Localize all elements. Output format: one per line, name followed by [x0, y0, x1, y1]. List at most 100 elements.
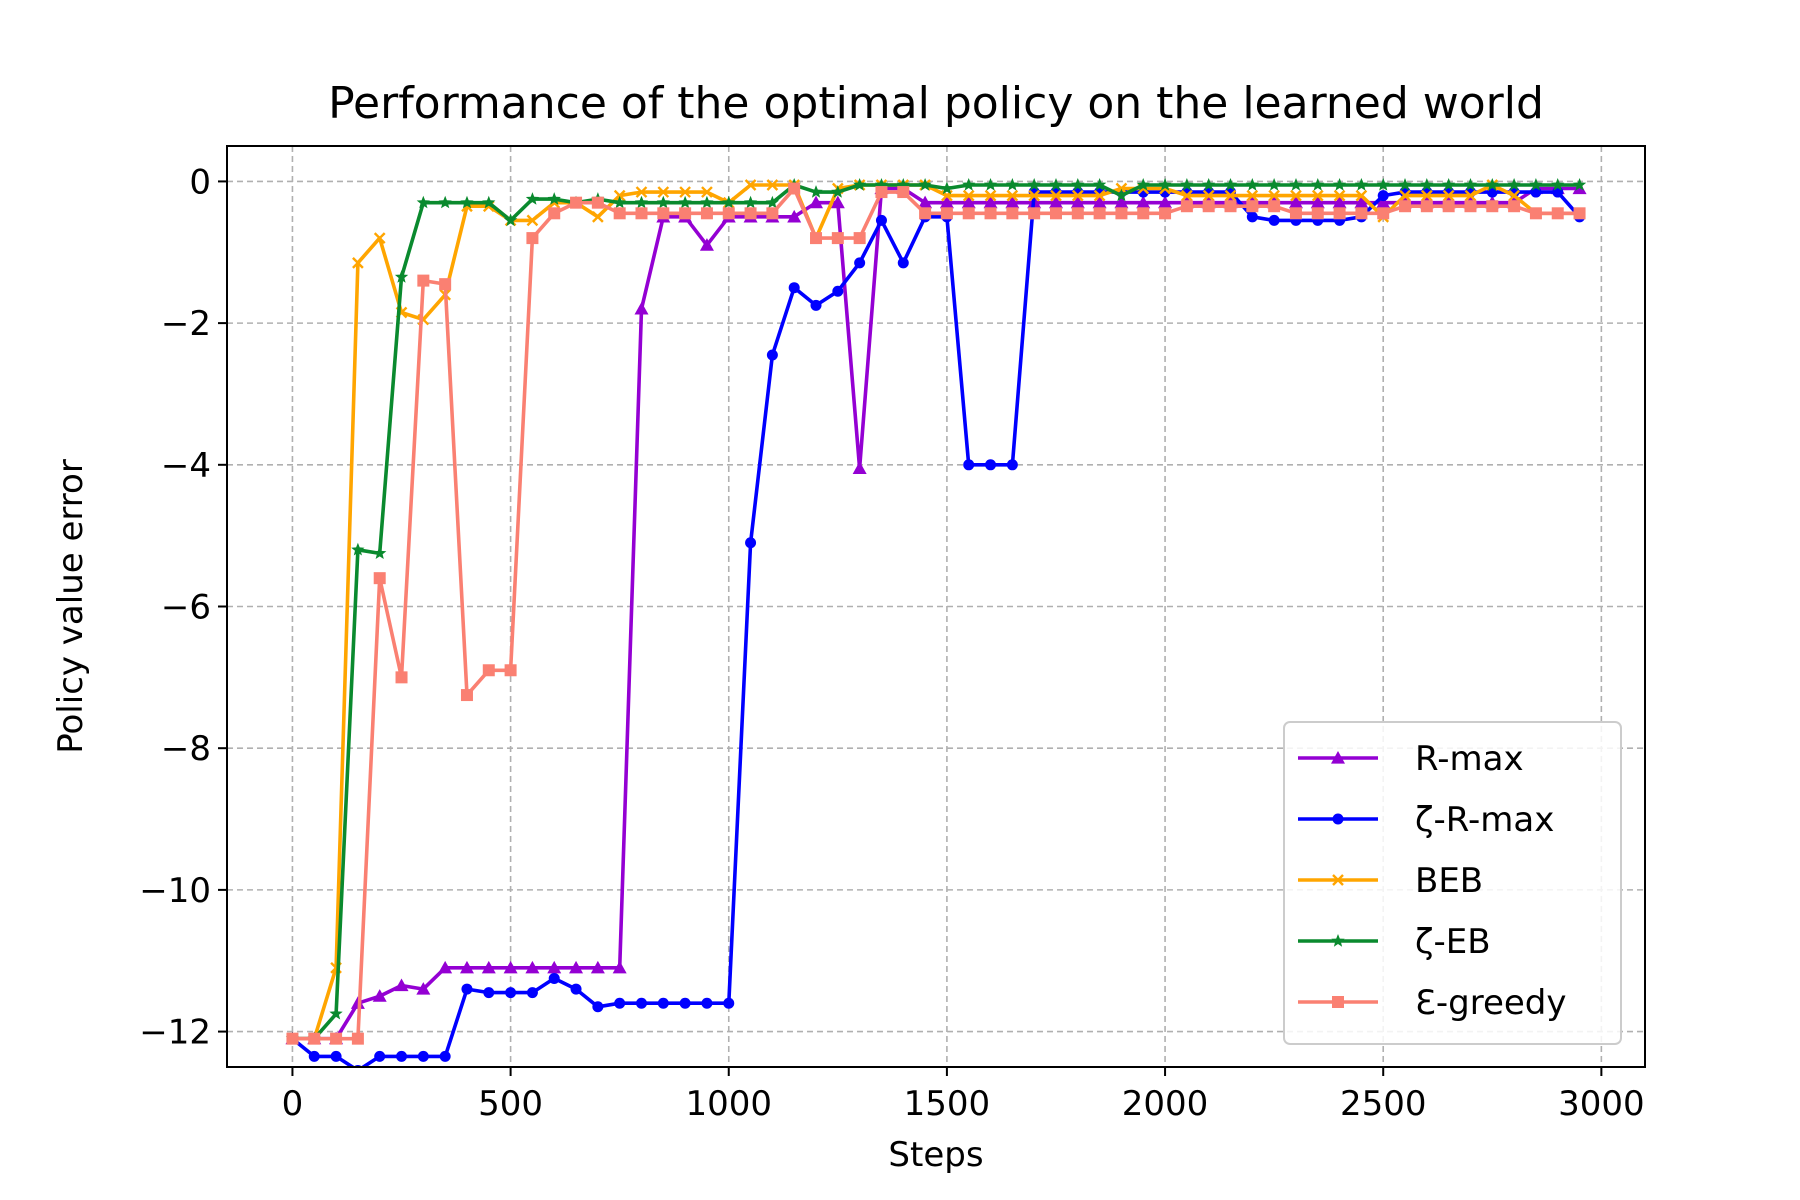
data-point: [1246, 189, 1259, 202]
y-tick-label: −10: [139, 871, 211, 911]
data-point: [592, 210, 604, 223]
data-point: [1136, 178, 1150, 191]
data-point: [416, 195, 430, 209]
data-point: [459, 960, 474, 974]
data-point: [723, 997, 735, 1009]
legend-item: ζ-R-max: [1298, 800, 1554, 840]
data-point: [657, 207, 670, 220]
data-point: [701, 997, 713, 1009]
data-point: [1420, 178, 1434, 191]
data-point: [832, 285, 844, 297]
data-point: [853, 232, 866, 245]
y-tick-label: −4: [161, 446, 211, 486]
legend-marker: [1332, 813, 1344, 825]
data-point: [1136, 195, 1151, 209]
data-point: [940, 181, 954, 195]
data-point: [1115, 207, 1128, 220]
x-tick-label: 1500: [904, 1084, 991, 1124]
data-point: [1049, 178, 1063, 191]
data-point: [854, 257, 866, 269]
legend-item: BEB: [1298, 861, 1483, 901]
data-point: [613, 207, 626, 220]
data-point: [438, 195, 452, 209]
data-point: [1180, 178, 1194, 191]
data-point: [1311, 207, 1324, 220]
data-point: [809, 195, 824, 209]
data-point: [1268, 214, 1280, 226]
data-point: [1180, 200, 1193, 213]
data-point: [1027, 178, 1041, 191]
y-tick-label: −6: [161, 588, 211, 628]
data-point: [984, 189, 997, 202]
data-point: [526, 214, 539, 227]
data-point: [1529, 178, 1543, 191]
data-point: [1114, 188, 1129, 202]
data-point: [1048, 195, 1063, 209]
data-point: [1202, 178, 1216, 191]
data-point: [526, 987, 538, 999]
legend-label: Ɛ-greedy: [1415, 983, 1567, 1023]
data-point: [1224, 189, 1237, 202]
data-point: [897, 257, 909, 269]
data-point: [1050, 189, 1062, 202]
data-point: [962, 178, 976, 191]
data-point: [1071, 178, 1085, 191]
data-point: [1529, 207, 1542, 220]
data-point: [1006, 189, 1019, 202]
data-point: [1421, 189, 1433, 202]
data-point: [526, 232, 539, 245]
data-point: [831, 232, 844, 245]
legend-marker: [1331, 751, 1345, 764]
data-point: [1137, 207, 1150, 220]
x-tick-label: 3000: [1558, 1084, 1645, 1124]
data-point: [1224, 200, 1237, 213]
data-point: [396, 1050, 408, 1062]
data-point: [547, 192, 561, 205]
data-point: [1377, 207, 1390, 220]
y-tick-label: −8: [161, 729, 211, 769]
y-tick-label: −12: [139, 1013, 211, 1053]
series-layer: [285, 178, 1587, 1067]
data-point: [308, 1050, 320, 1062]
data-point: [722, 207, 735, 220]
data-point: [330, 1032, 343, 1045]
data-point: [983, 178, 998, 191]
data-point: [1376, 195, 1391, 209]
data-point: [483, 987, 495, 999]
data-point: [1267, 178, 1281, 191]
data-point: [416, 982, 431, 995]
data-point: [1333, 189, 1346, 202]
data-point: [984, 207, 997, 220]
data-point: [1070, 195, 1085, 209]
data-point: [1333, 207, 1346, 220]
data-point: [809, 185, 823, 198]
data-point: [766, 179, 779, 191]
data-point: [1572, 178, 1587, 191]
data-point: [1071, 189, 1084, 202]
data-point: [1551, 207, 1564, 220]
data-point: [918, 195, 933, 209]
data-point: [1093, 207, 1106, 220]
data-point: [678, 195, 692, 209]
data-point: [1508, 189, 1520, 202]
data-point: [1530, 186, 1542, 198]
data-point: [612, 960, 627, 974]
data-point: [679, 186, 691, 198]
data-point: [592, 1001, 604, 1013]
y-tick-label: 0: [189, 162, 211, 202]
data-point: [722, 195, 736, 209]
legend-label: R-max: [1415, 739, 1524, 779]
data-point: [679, 207, 692, 220]
data-point: [548, 207, 561, 220]
data-point: [548, 972, 560, 984]
legend-marker: [1332, 996, 1344, 1008]
data-point: [1311, 189, 1324, 202]
data-point: [1464, 189, 1477, 202]
data-point: [570, 983, 582, 995]
data-point: [744, 207, 757, 220]
data-point: [1442, 189, 1455, 202]
data-point: [439, 1050, 451, 1062]
data-point: [395, 671, 408, 684]
data-point: [1354, 178, 1369, 191]
